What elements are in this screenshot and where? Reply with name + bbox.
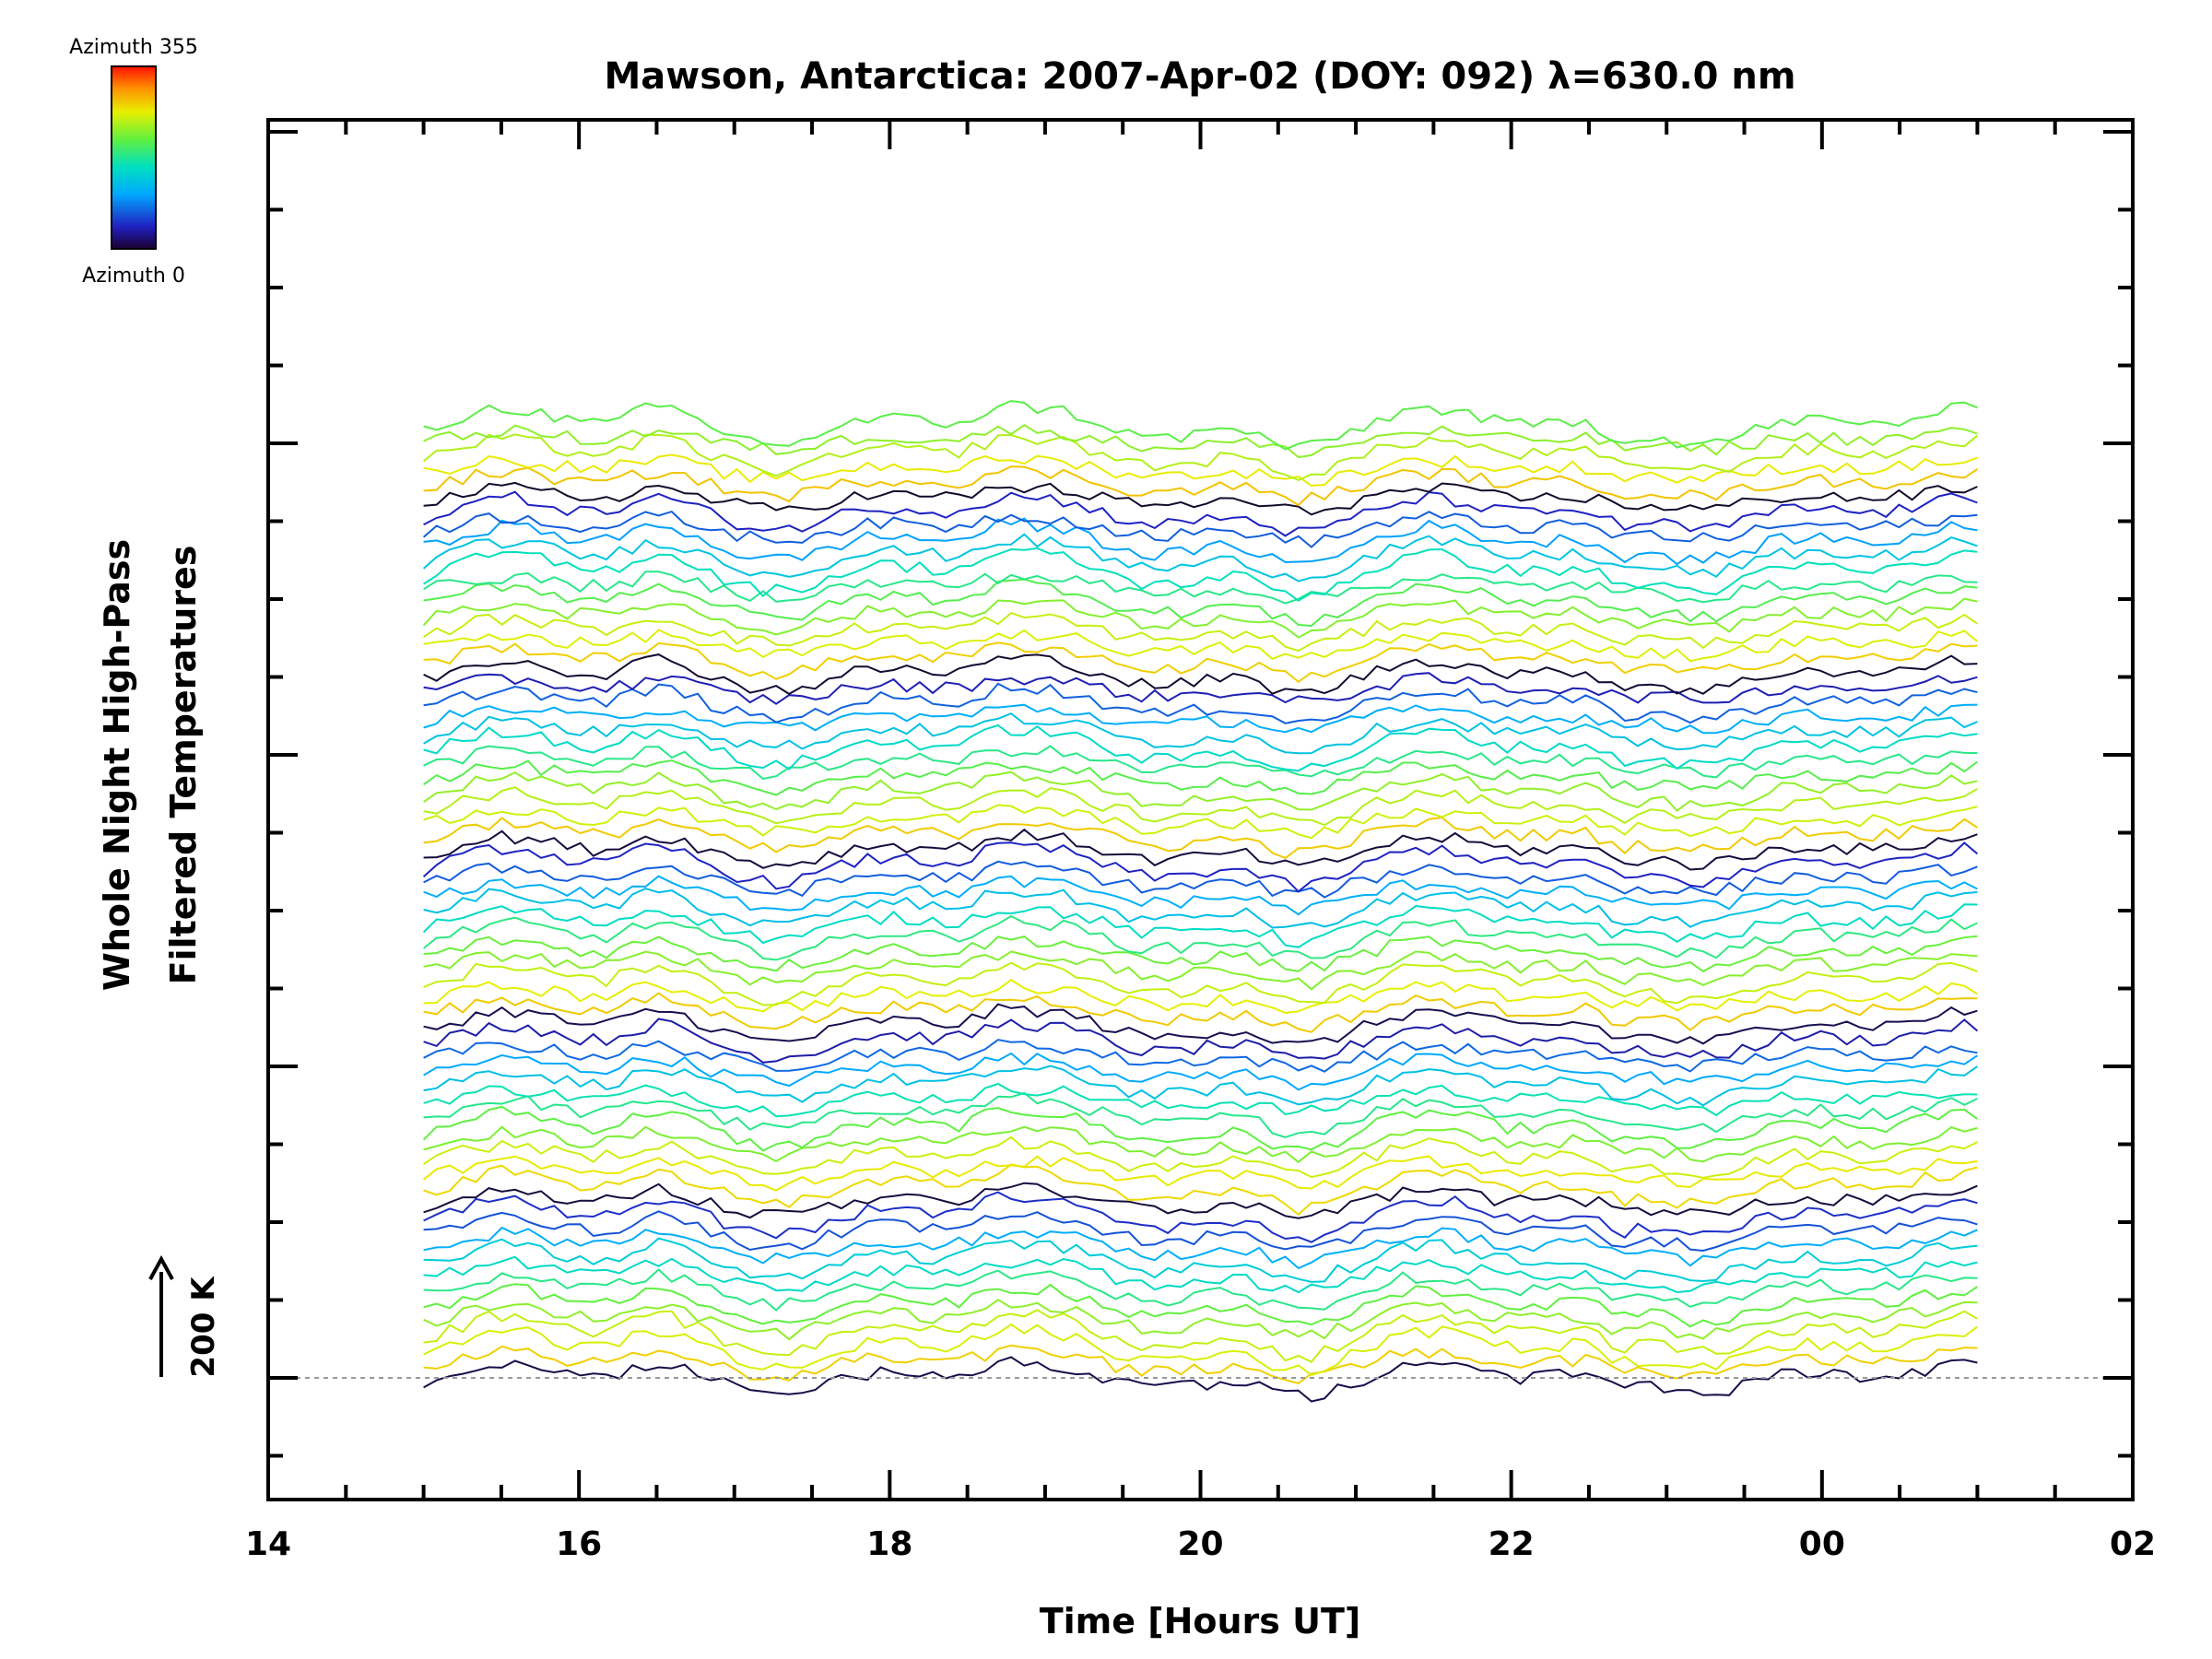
trace-line: [423, 1255, 1978, 1294]
trace-line: [423, 1052, 1978, 1091]
trace-line: [423, 935, 1978, 973]
scale-bar: 200 K: [148, 1254, 222, 1378]
scale-bar-arrow-head: [148, 1254, 174, 1280]
trace-line: [423, 759, 1978, 796]
trace-line: [423, 1237, 1978, 1283]
trace-line: [423, 1309, 1978, 1363]
trace-line: [422, 903, 1978, 948]
trace-line: [423, 1018, 1979, 1064]
x-tick-label: 20: [1177, 1525, 1223, 1563]
trace-line: [423, 490, 1978, 537]
trace-line: [423, 786, 1978, 827]
trace-line: [423, 578, 1978, 628]
trace-line: [423, 1039, 1978, 1073]
trace-line: [423, 1191, 1978, 1243]
trace-line: [422, 1105, 1978, 1152]
trace-line: [423, 1082, 1978, 1118]
trace-line: [423, 1125, 1978, 1164]
trace-line: [423, 399, 1978, 451]
y-axis-label-line2: Filtered Temperatures: [163, 546, 204, 985]
trace-line: [423, 1135, 1978, 1179]
trace-line: [423, 481, 1978, 516]
trace-line: [423, 771, 1978, 812]
trace-line: [422, 597, 1978, 639]
plot-frame: [266, 118, 2135, 1501]
trace-line: [423, 424, 1978, 459]
trace-line: [423, 950, 1978, 991]
colorbar-gradient: [111, 65, 157, 250]
trace-line: [422, 914, 1978, 961]
trace-line: [423, 465, 1978, 507]
colorbar-top-label: Azimuth 355: [69, 36, 198, 59]
trace-line: [423, 1344, 1978, 1384]
trace-line: [423, 1065, 1978, 1107]
x-tick-label: 02: [2110, 1525, 2156, 1563]
trace-line: [423, 672, 1978, 705]
trace-line: [423, 961, 1978, 1006]
trace-line: [422, 510, 1978, 548]
trace-line: [422, 1155, 1978, 1192]
trace-line: [423, 978, 1978, 1015]
trace-line: [423, 860, 1978, 899]
trace-line: [422, 841, 1979, 893]
scale-bar-label: 200 K: [185, 1276, 222, 1378]
x-axis-label: Time [Hours UT]: [1040, 1601, 1361, 1641]
trace-line: [423, 1299, 1978, 1341]
x-tick-label: 14: [245, 1525, 291, 1563]
y-axis-label-line1: Whole Night High-Pass: [97, 539, 137, 991]
x-tick-label: 22: [1488, 1525, 1535, 1563]
trace-line: [423, 1226, 1978, 1270]
tick-labels-group: 14 16 18 20 22 00 02: [245, 1525, 2156, 1563]
trace-line: [423, 1163, 1978, 1217]
trace-line: [423, 571, 1978, 605]
trace-line: [423, 816, 1978, 860]
trace-line: [423, 653, 1978, 696]
trace-line: [423, 703, 1978, 735]
trace-line: [423, 992, 1978, 1033]
x-tick-label: 18: [866, 1525, 912, 1563]
trace-line: [423, 611, 1978, 653]
trace-line: [423, 888, 1978, 929]
trace-line: [423, 804, 1978, 840]
trace-line: [422, 533, 1978, 582]
trace-line: [423, 712, 1978, 755]
trace-line: [423, 517, 1978, 566]
traces-group: [422, 399, 1979, 1403]
chart-title: Mawson, Antarctica: 2007-Apr-02 (DOY: 09…: [604, 55, 1795, 98]
trace-line: [423, 682, 1978, 724]
colorbar-bottom-label: Azimuth 0: [82, 265, 185, 288]
x-tick-label: 00: [1799, 1525, 1845, 1563]
trace-line: [423, 1003, 1978, 1045]
trace-line: [423, 641, 1978, 684]
x-tick-label: 16: [556, 1525, 602, 1563]
trace-line: [423, 1356, 1978, 1403]
trace-line: [423, 629, 1979, 663]
trace-line: [423, 1323, 1978, 1377]
trace-line: [423, 1091, 1978, 1138]
trace-line: [423, 745, 1978, 781]
trace-line: [423, 1210, 1978, 1253]
colorbar: Azimuth 355 Azimuth 0: [69, 36, 198, 288]
trace-line: [423, 1182, 1978, 1219]
trace-line: [423, 724, 1978, 772]
trace-line: [423, 547, 1978, 602]
trace-line: [423, 1268, 1978, 1312]
trace-line: [423, 828, 1978, 871]
trace-line: [423, 1283, 1978, 1328]
trace-line: [423, 875, 1978, 916]
trace-line: [423, 453, 1978, 487]
trace-line: [422, 433, 1979, 481]
